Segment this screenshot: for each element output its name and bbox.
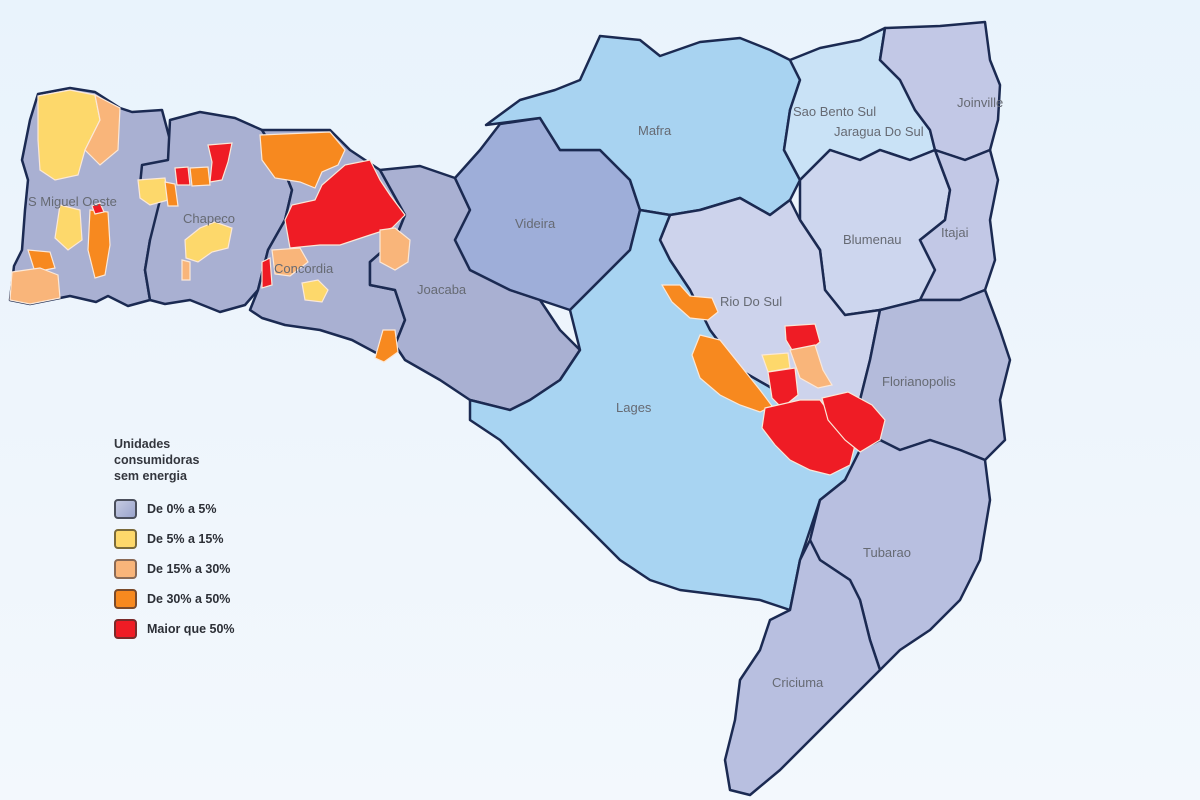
label-joacaba: Joacaba <box>417 282 467 297</box>
area-5-15[interactable] <box>301 279 329 303</box>
legend-item-50-plus: Maior que 50% <box>114 614 314 644</box>
label-chapeco: Chapeco <box>183 211 235 226</box>
area-15-30[interactable] <box>181 259 191 281</box>
label-mafra: Mafra <box>638 123 672 138</box>
label-blumenau: Blumenau <box>843 232 902 247</box>
map-regions <box>8 20 1012 797</box>
area-30-50[interactable] <box>164 181 179 207</box>
legend-swatch <box>114 559 137 579</box>
legend-item-30-50: De 30% a 50% <box>114 584 314 614</box>
region-labels: S Miguel Oeste Chapeco Concordia Joacaba… <box>28 95 1003 690</box>
area-15-30[interactable] <box>84 93 121 166</box>
area-5-15[interactable] <box>54 204 83 251</box>
area-5-15[interactable] <box>137 177 169 206</box>
area-30-50[interactable] <box>189 166 211 187</box>
region-tubarao[interactable] <box>808 418 992 672</box>
area-15-30[interactable] <box>789 344 833 389</box>
label-rio-do-sul: Rio Do Sul <box>720 294 782 309</box>
area-50-plus[interactable] <box>174 166 191 186</box>
legend-swatch <box>114 589 137 609</box>
area-50-plus[interactable] <box>284 159 406 249</box>
legend-swatch <box>114 529 137 549</box>
label-s-miguel-oeste: S Miguel Oeste <box>28 194 117 209</box>
label-tubarao: Tubarao <box>863 545 911 560</box>
outage-areas <box>9 89 886 476</box>
legend-label: De 30% a 50% <box>147 592 231 606</box>
area-30-50[interactable] <box>374 329 399 363</box>
legend-swatch <box>114 499 137 519</box>
area-50-plus[interactable] <box>207 142 233 183</box>
legend-swatch <box>114 619 137 639</box>
area-50-plus[interactable] <box>767 367 799 409</box>
area-30-50[interactable] <box>660 284 719 321</box>
area-30-50[interactable] <box>87 209 111 279</box>
legend-item-5-15: De 5% a 15% <box>114 524 314 554</box>
area-5-15[interactable] <box>761 352 791 373</box>
area-50-plus[interactable] <box>261 257 273 289</box>
label-itajai: Itajai <box>941 225 969 240</box>
area-30-50[interactable] <box>691 334 773 413</box>
legend-item-0-5: De 0% a 5% <box>114 494 314 524</box>
label-florianopolis: Florianopolis <box>882 374 956 389</box>
legend-label: De 0% a 5% <box>147 502 217 516</box>
area-30-50[interactable] <box>259 131 346 189</box>
legend-title: Unidades consumidoras sem energia <box>114 436 314 484</box>
legend-title-line: sem energia <box>114 469 187 483</box>
legend-label: De 5% a 15% <box>147 532 224 546</box>
label-lages: Lages <box>616 400 652 415</box>
label-concordia: Concordia <box>274 261 334 276</box>
legend-title-line: Unidades <box>114 437 171 451</box>
label-criciuma: Criciuma <box>772 675 824 690</box>
legend-label: De 15% a 30% <box>147 562 231 576</box>
legend-title-line: consumidoras <box>114 453 200 467</box>
legend-label: Maior que 50% <box>147 622 235 636</box>
area-50-plus[interactable] <box>821 391 886 453</box>
area-30-50[interactable] <box>27 249 56 273</box>
area-15-30[interactable] <box>9 267 61 305</box>
area-15-30[interactable] <box>379 227 411 271</box>
label-joinville: Joinville <box>957 95 1003 110</box>
label-sao-bento-sul: Sao Bento Sul <box>793 104 876 119</box>
area-5-15[interactable] <box>37 89 101 181</box>
region-criciuma[interactable] <box>723 538 882 797</box>
label-videira: Videira <box>515 216 556 231</box>
area-15-30[interactable] <box>271 247 309 277</box>
label-jaragua-do-sul: Jaragua Do Sul <box>834 124 924 139</box>
area-50-plus[interactable] <box>91 202 105 215</box>
legend-item-15-30: De 15% a 30% <box>114 554 314 584</box>
map-legend: Unidades consumidoras sem energia De 0% … <box>114 436 314 644</box>
area-5-15[interactable] <box>184 221 233 263</box>
